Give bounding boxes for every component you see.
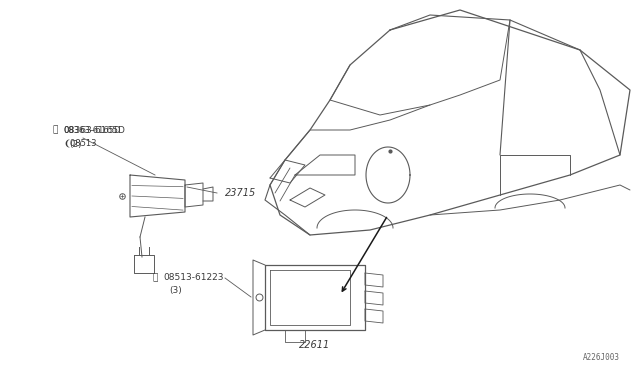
Text: 08363-6165D: 08363-6165D <box>63 125 125 135</box>
Text: (2): (2) <box>69 140 82 148</box>
Text: 22611: 22611 <box>300 340 331 350</box>
Text: 08363-6165D: 08363-6165D <box>63 125 120 135</box>
Text: 23715: 23715 <box>225 188 256 198</box>
Text: (3): (3) <box>169 286 182 295</box>
Text: 08513-61223: 08513-61223 <box>163 273 223 282</box>
Text: ❨08513: ❨08513 <box>63 138 97 148</box>
Text: A226J003: A226J003 <box>583 353 620 362</box>
Text: Ⓢ: Ⓢ <box>52 125 58 135</box>
Text: Ⓢ: Ⓢ <box>152 273 157 282</box>
